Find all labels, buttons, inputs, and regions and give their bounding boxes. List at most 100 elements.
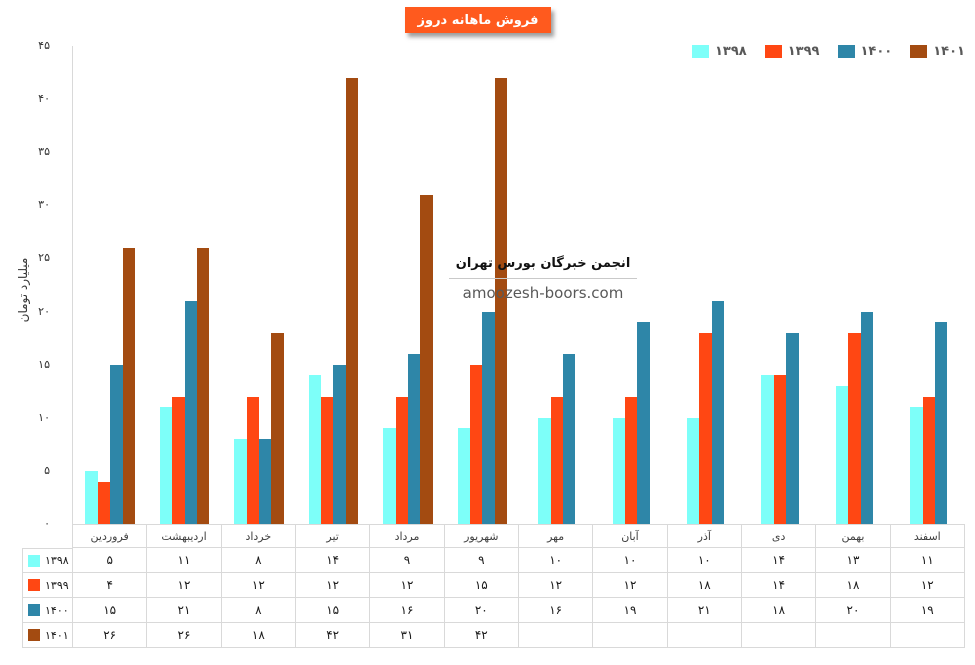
value-cell: ۴۲ (294, 623, 370, 648)
value-cell: ۱۱ (889, 548, 965, 573)
bar-group-2 (147, 247, 221, 524)
value-cell: ۸ (220, 548, 295, 573)
bar-1400 (259, 439, 272, 524)
value-cell: ۲۱ (146, 598, 221, 623)
value-cell: ۵ (72, 548, 147, 573)
bar-1399 (469, 364, 483, 524)
table-row-1401: ۱۴۰۱ ۲۶ ۲۶ ۱۸ ۴۲ ۳۱ ۴۲ (22, 623, 965, 648)
legend-swatch-1400 (837, 45, 855, 58)
value-cell: ۱۰ (592, 548, 667, 573)
bar-1398 (910, 407, 923, 524)
row-key-cell-1399: ۱۳۹۹ (22, 573, 72, 598)
bar-1401 (494, 77, 508, 524)
bar-1398 (159, 407, 173, 524)
bar-1400 (407, 354, 421, 524)
bar-group-12 (892, 322, 966, 524)
row-key-cell-1400: ۱۴۰۰ (22, 598, 72, 623)
value-cell: ۱۸ (740, 598, 816, 623)
value-cell: ۱۶ (517, 598, 593, 623)
bar-1399 (699, 332, 712, 524)
table-row-1400: ۱۴۰۰ ۱۵ ۲۱ ۸ ۱۵ ۱۶ ۲۰ ۱۶ ۱۹ ۲۱ ۱۸ ۲۰ ۱۹ (22, 598, 965, 623)
bar-1399 (172, 396, 185, 524)
bar-group-4 (296, 77, 370, 524)
bar-1399 (550, 396, 563, 524)
bar-1398 (538, 417, 551, 524)
value-cell: ۱۲ (294, 573, 370, 598)
bar-group-5 (371, 194, 445, 524)
y-tick-label: ۱۰ (38, 410, 50, 424)
value-cell: ۱۴ (294, 548, 370, 573)
value-cell: ۱۲ (517, 573, 593, 598)
legend: ۱۳۹۸ ۱۳۹۹ ۱۴۰۰ ۱۴۰۱ (692, 44, 965, 59)
bar-1399 (321, 396, 334, 524)
bar-1400 (482, 311, 495, 524)
value-cell: ۱۸ (666, 573, 741, 598)
value-cell: ۹ (443, 548, 518, 573)
value-cell: ۱۵ (443, 573, 518, 598)
bar-1399 (773, 375, 787, 524)
bar-1398 (612, 417, 625, 524)
bar-1398 (85, 470, 98, 524)
value-cell: ۱۶ (369, 598, 444, 623)
watermark-divider (449, 278, 637, 279)
row-key-label-1400: ۱۴۰۰ (45, 603, 69, 617)
y-axis-title: میلیارد تومان (16, 257, 30, 323)
value-cell: ۱۰ (517, 548, 593, 573)
bar-1398 (234, 439, 247, 524)
y-tick-label: ۴۵ (38, 39, 50, 52)
value-cell (740, 623, 816, 648)
legend-item-1398: ۱۳۹۸ (692, 44, 747, 59)
value-cell: ۱۲ (146, 573, 221, 598)
month-header-cell: اردیبهشت (146, 524, 221, 548)
row-key-label-1398: ۱۳۹۸ (45, 554, 69, 567)
value-cell: ۱۴ (740, 573, 816, 598)
watermark: انجمن خبرگان بورس تهران amoozesh-boors.c… (443, 256, 643, 302)
legend-swatch-1398 (692, 45, 709, 58)
bar-1400 (562, 354, 576, 524)
value-cell (517, 623, 593, 648)
bar-group-9 (668, 300, 742, 524)
row-key-label-1401: ۱۴۰۱ (45, 628, 69, 642)
value-cell: ۲۱ (666, 598, 741, 623)
legend-item-1399: ۱۳۹۹ (764, 44, 820, 59)
legend-swatch-1401 (910, 45, 928, 58)
value-cell (815, 623, 890, 648)
value-cell: ۱۳ (815, 548, 890, 573)
y-tick-label: ۰ (44, 517, 50, 530)
bar-1398 (835, 385, 849, 524)
bar-group-6 (445, 77, 519, 524)
bar-group-11 (817, 311, 891, 524)
watermark-url: amoozesh-boors.com (462, 284, 624, 302)
bar-1398 (687, 417, 700, 524)
row-key-label-1399: ۱۳۹۹ (45, 578, 69, 592)
month-header-cell: شهریور (443, 524, 518, 548)
month-header-cell: خرداد (220, 524, 295, 548)
y-tick-label: ۵ (44, 463, 50, 477)
bar-1398 (383, 428, 396, 524)
bar-1400 (711, 300, 725, 524)
legend-label-1400: ۱۴۰۰ (860, 44, 893, 59)
value-cell: ۹ (369, 548, 444, 573)
value-cell: ۴۲ (443, 623, 518, 648)
chart-title: فروش ماهانه دروز (405, 7, 551, 33)
legend-item-1400: ۱۴۰۰ (837, 44, 893, 59)
bar-1400 (637, 322, 650, 524)
bar-group-3 (222, 332, 296, 524)
bar-1401 (271, 332, 284, 524)
row-key-swatch-1401 (28, 629, 40, 641)
value-cell (889, 623, 965, 648)
month-header-cell: فروردین (72, 524, 147, 548)
month-header-cell: آبان (592, 524, 667, 548)
bar-1399 (624, 396, 638, 524)
bar-1399 (246, 396, 260, 524)
value-cell: ۸ (220, 598, 295, 623)
legend-swatch-1399 (764, 45, 782, 58)
month-header-cell: مرداد (369, 524, 444, 548)
value-cell: ۱۲ (889, 573, 965, 598)
row-key-cell-1401: ۱۴۰۱ (22, 623, 72, 648)
value-cell: ۲۶ (72, 623, 147, 648)
month-header-cell: آذر (666, 524, 741, 548)
value-cell: ۱۲ (369, 573, 444, 598)
row-key-swatch-1399 (28, 579, 40, 591)
